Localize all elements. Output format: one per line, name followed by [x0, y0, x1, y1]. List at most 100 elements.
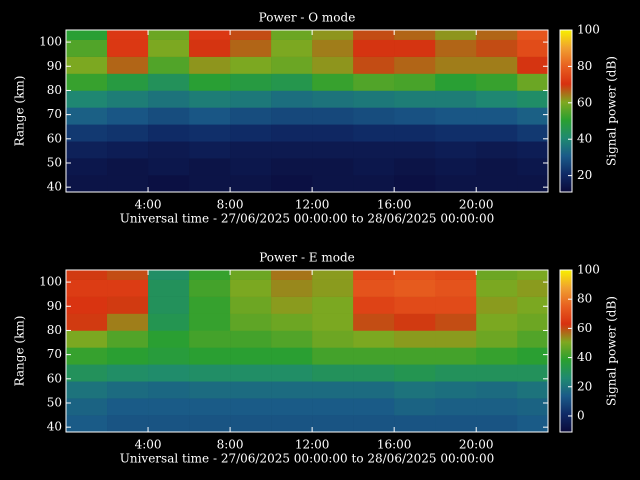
heatmap-cell: [107, 90, 149, 108]
colorbar-tick-label: 100: [577, 23, 600, 37]
heatmap-cell: [189, 158, 231, 176]
heatmap-cell: [394, 381, 436, 399]
heatmap-cell: [230, 364, 272, 382]
heatmap-cell: [107, 415, 149, 433]
heatmap-cell: [517, 141, 549, 159]
y-tick-label: 90: [47, 59, 62, 73]
heatmap-cell: [476, 270, 518, 280]
heatmap-cell: [517, 347, 549, 365]
heatmap-cell: [148, 415, 190, 433]
heatmap-cell: [271, 296, 313, 314]
x-tick-label: 8:00: [217, 198, 244, 212]
heatmap-cell: [435, 73, 477, 91]
heatmap-cell: [66, 381, 108, 399]
heatmap-cell: [107, 330, 149, 348]
y-tick-label: 100: [39, 35, 62, 49]
heatmap-cell: [435, 175, 477, 193]
chart-title: Power - E mode: [259, 251, 355, 265]
heatmap-cell: [271, 270, 313, 280]
heatmap-cell: [230, 330, 272, 348]
colorbar-tick-label: 20: [577, 379, 592, 393]
heatmap-cell: [517, 364, 549, 382]
heatmap-cell: [230, 270, 272, 280]
heatmap-cell: [517, 107, 549, 125]
heatmap-cell: [66, 279, 108, 297]
x-tick-label: 20:00: [459, 438, 494, 452]
heatmap-cell: [517, 398, 549, 416]
heatmap-cell: [312, 30, 354, 40]
heatmap-cell: [353, 73, 395, 91]
colorbar: [559, 269, 573, 433]
heatmap-cell: [435, 330, 477, 348]
heatmap-cell: [66, 124, 108, 142]
heatmap-cell: [353, 107, 395, 125]
y-tick-label: 70: [47, 107, 62, 121]
heatmap-cell: [435, 381, 477, 399]
heatmap-cell: [394, 158, 436, 176]
heatmap-cell: [66, 330, 108, 348]
heatmap-cell: [394, 330, 436, 348]
heatmap-cell: [394, 141, 436, 159]
heatmap-cell: [517, 124, 549, 142]
heatmap-cell: [353, 56, 395, 74]
x-axis-label: Universal time - 27/06/2025 00:00:00 to …: [120, 452, 495, 466]
heatmap-cell: [312, 56, 354, 74]
heatmap-cell: [394, 415, 436, 433]
heatmap-cell: [230, 296, 272, 314]
heatmap-cell: [148, 107, 190, 125]
heatmap-cell: [517, 330, 549, 348]
heatmap-cell: [230, 39, 272, 57]
heatmap-cell: [148, 330, 190, 348]
heatmap-cell: [312, 270, 354, 280]
plot-frame: [65, 269, 549, 433]
heatmap-cell: [476, 330, 518, 348]
heatmap-cell: [353, 158, 395, 176]
heatmap-cell: [517, 158, 549, 176]
heatmap-cell: [435, 56, 477, 74]
heatmap-cell: [230, 158, 272, 176]
heatmap-cell: [148, 90, 190, 108]
heatmap-cell: [148, 398, 190, 416]
heatmap-cell: [230, 30, 272, 40]
heatmap-cell: [353, 30, 395, 40]
heatmap-cell: [435, 313, 477, 331]
heatmap-cell: [148, 30, 190, 40]
colorbar-tick-label: 100: [577, 263, 600, 277]
heatmap-cell: [66, 73, 108, 91]
x-tick-label: 12:00: [295, 438, 330, 452]
heatmap-cell: [476, 141, 518, 159]
x-axis-label: Universal time - 27/06/2025 00:00:00 to …: [120, 212, 495, 226]
heatmap-cell: [312, 107, 354, 125]
y-tick-label: 40: [47, 180, 62, 194]
colorbar-tick-label: 60: [577, 321, 592, 335]
heatmap-cell: [189, 270, 231, 280]
colorbar-tick-label: 60: [577, 95, 592, 109]
heatmap-cell: [435, 158, 477, 176]
heatmap-cell: [353, 313, 395, 331]
heatmap-cell: [271, 107, 313, 125]
heatmap-cell: [271, 124, 313, 142]
heatmap-cell: [271, 30, 313, 40]
heatmap-cell: [476, 381, 518, 399]
y-tick-label: 60: [47, 371, 62, 385]
heatmap-cell: [230, 381, 272, 399]
heatmap-cell: [66, 398, 108, 416]
heatmap-cell: [394, 347, 436, 365]
heatmap-cell: [435, 107, 477, 125]
y-tick-label: 50: [47, 395, 62, 409]
heatmap-cell: [394, 364, 436, 382]
heatmap-cell: [435, 347, 477, 365]
heatmap-cell: [476, 415, 518, 433]
heatmap-cell: [394, 313, 436, 331]
heatmap-cell: [66, 90, 108, 108]
heatmap-cell: [148, 296, 190, 314]
heatmap-cell: [394, 30, 436, 40]
heatmap-cell: [271, 90, 313, 108]
x-tick-label: 12:00: [295, 198, 330, 212]
heatmap-cell: [435, 124, 477, 142]
heatmap-cell: [476, 30, 518, 40]
heatmap-cell: [312, 124, 354, 142]
heatmap-cell: [271, 39, 313, 57]
heatmap-cell: [148, 270, 190, 280]
colorbar-tick-label: 80: [577, 59, 592, 73]
